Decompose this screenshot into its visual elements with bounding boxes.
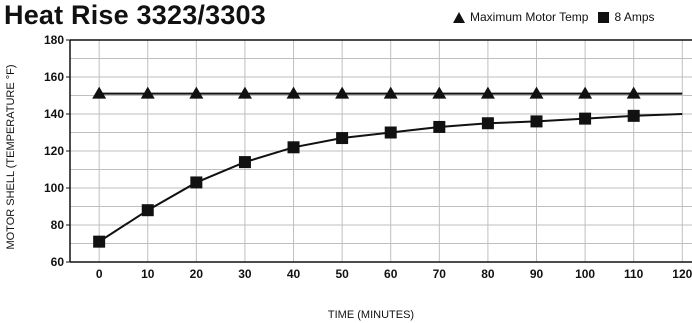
data-point-triangle [432, 86, 447, 99]
data-point-square [433, 120, 446, 133]
x-tick-label: 10 [141, 267, 155, 281]
data-point-triangle [529, 86, 544, 99]
data-point-triangle [335, 86, 350, 99]
x-tick-label: 90 [530, 267, 544, 281]
data-point-square [287, 141, 300, 154]
data-point-triangle [383, 86, 398, 99]
x-tick-label: 50 [335, 267, 349, 281]
x-tick-label: 30 [238, 267, 252, 281]
data-point-triangle [626, 86, 641, 99]
x-tick-label: 60 [384, 267, 398, 281]
x-tick-label: 110 [624, 267, 644, 281]
square-icon [598, 11, 610, 23]
y-axis-title: MOTOR SHELL (TEMPERATURE °F) [5, 64, 17, 249]
legend-label-max-temp: Maximum Motor Temp [470, 10, 589, 24]
y-tick-label: 160 [44, 70, 64, 84]
x-tick-label: 120 [672, 267, 692, 281]
x-tick-label: 20 [190, 267, 204, 281]
data-point-triangle [189, 86, 204, 99]
data-point-square [481, 117, 494, 130]
data-point-square [530, 115, 543, 128]
y-tick-label: 140 [44, 107, 64, 121]
data-point-square [141, 204, 154, 217]
data-point-square [384, 126, 397, 139]
legend: Maximum Motor Temp 8 Amps [453, 10, 665, 24]
y-tick-label: 60 [51, 255, 65, 269]
y-tick-label: 100 [44, 181, 64, 195]
data-point-square [336, 132, 349, 145]
legend-label-8-amps: 8 Amps [614, 10, 655, 24]
legend-item-8-amps: 8 Amps [598, 10, 655, 24]
chart-title: Heat Rise 3323/3303 [4, 0, 266, 30]
data-point-square [93, 235, 106, 248]
x-tick-label: 0 [96, 267, 103, 281]
legend-item-max-temp: Maximum Motor Temp [453, 10, 588, 24]
y-tick-label: 80 [51, 218, 65, 232]
data-point-triangle [480, 86, 495, 99]
data-point-triangle [237, 86, 252, 99]
x-tick-label: 70 [433, 267, 447, 281]
data-point-square [190, 176, 203, 189]
data-point-triangle [140, 86, 155, 99]
x-axis-title: TIME (MINUTES) [328, 309, 414, 321]
triangle-icon [453, 11, 465, 23]
data-point-square [579, 112, 592, 125]
y-tick-label: 120 [44, 144, 64, 158]
data-point-triangle [286, 86, 301, 99]
data-point-triangle [92, 86, 107, 99]
x-tick-label: 100 [575, 267, 595, 281]
y-tick-label: 180 [44, 33, 64, 47]
x-tick-label: 40 [287, 267, 301, 281]
data-point-square [627, 109, 640, 122]
data-point-triangle [578, 86, 593, 99]
data-point-square [238, 156, 251, 169]
x-tick-label: 80 [481, 267, 495, 281]
